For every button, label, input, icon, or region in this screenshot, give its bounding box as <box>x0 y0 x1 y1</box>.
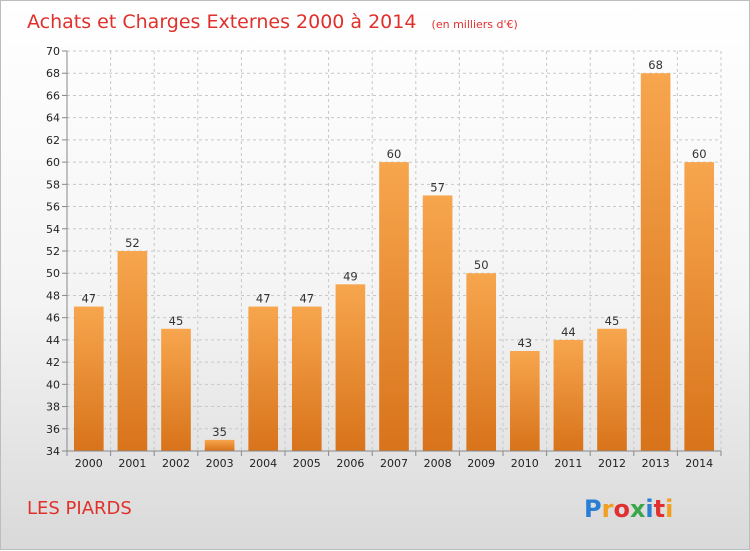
bar-2010 <box>509 351 540 451</box>
bar-2004 <box>248 306 279 451</box>
y-tick-label: 60 <box>46 156 60 169</box>
bar-2006 <box>335 284 366 451</box>
data-label: 47 <box>81 292 96 306</box>
chart-title: Achats et Charges Externes 2000 à 2014 (… <box>27 11 518 33</box>
y-tick-label: 68 <box>46 67 60 80</box>
logo-letter: P <box>584 495 602 523</box>
logo-letter: t <box>654 495 665 523</box>
data-label: 47 <box>299 292 314 306</box>
y-tick-label: 46 <box>46 312 60 325</box>
y-tick-label: 62 <box>46 134 60 147</box>
data-label: 47 <box>256 292 271 306</box>
y-tick-label: 38 <box>46 401 60 414</box>
x-tick-label: 2004 <box>249 457 277 470</box>
y-tick-label: 58 <box>46 178 60 191</box>
data-label: 35 <box>212 425 227 439</box>
data-label: 60 <box>387 147 402 161</box>
logo-letter: r <box>602 495 614 523</box>
data-label: 68 <box>648 58 663 72</box>
x-tick-label: 2013 <box>642 457 670 470</box>
y-tick-label: 48 <box>46 289 60 302</box>
bar-2001 <box>117 251 148 451</box>
logo-letter: o <box>613 495 630 523</box>
logo-letter: i <box>665 495 673 523</box>
logo-letter: i <box>645 495 653 523</box>
bar-2000 <box>73 306 104 451</box>
data-label: 57 <box>430 180 445 194</box>
bar-2009 <box>466 273 497 451</box>
chart-unit-note: (en milliers d'€) <box>432 18 518 31</box>
x-tick-label: 2008 <box>424 457 452 470</box>
bar-2013 <box>640 73 671 451</box>
y-tick-label: 56 <box>46 201 60 214</box>
logo-letter: x <box>630 495 646 523</box>
x-tick-label: 2003 <box>206 457 234 470</box>
chart-title-text: Achats et Charges Externes 2000 à 2014 <box>27 11 416 33</box>
x-tick-label: 2005 <box>293 457 321 470</box>
x-tick-label: 2012 <box>598 457 626 470</box>
bar-2014 <box>684 162 715 451</box>
y-tick-label: 66 <box>46 89 60 102</box>
bar-2007 <box>379 162 409 451</box>
bar-2005 <box>291 306 322 451</box>
y-tick-label: 42 <box>46 356 60 369</box>
bar-2002 <box>161 328 191 451</box>
data-label: 44 <box>561 325 576 339</box>
y-tick-label: 52 <box>46 245 60 258</box>
bar-2012 <box>597 328 627 451</box>
bar-2003 <box>204 439 235 451</box>
bar-2008 <box>422 195 453 451</box>
bar-2011 <box>553 339 584 451</box>
y-tick-label: 54 <box>46 223 60 236</box>
x-tick-label: 2001 <box>118 457 146 470</box>
y-tick-label: 50 <box>46 267 60 280</box>
x-tick-label: 2007 <box>380 457 408 470</box>
data-label: 45 <box>605 314 620 328</box>
x-tick-label: 2010 <box>511 457 539 470</box>
data-label: 45 <box>169 314 184 328</box>
y-tick-label: 64 <box>46 112 60 125</box>
data-label: 43 <box>517 336 532 350</box>
y-tick-label: 44 <box>46 334 60 347</box>
x-tick-label: 2000 <box>75 457 103 470</box>
y-tick-label: 40 <box>46 378 60 391</box>
bar-layer: 47 52 45 35 47 47 49 60 57 50 43 44 45 68 60 <box>73 58 715 451</box>
data-label: 60 <box>692 147 707 161</box>
proxiti-logo: Proxiti <box>584 495 673 523</box>
data-label: 52 <box>125 236 140 250</box>
data-label: 49 <box>343 269 358 283</box>
y-tick-label: 36 <box>46 423 60 436</box>
x-tick-label: 2002 <box>162 457 190 470</box>
location-label: LES PIARDS <box>27 498 132 519</box>
x-tick-label: 2006 <box>336 457 364 470</box>
axis-layer: 34 36 38 40 42 44 46 48 50 52 54 56 58 60 62 64 66 68 70 20… <box>46 45 722 470</box>
y-tick-label: 34 <box>46 445 60 458</box>
x-tick-label: 2014 <box>685 457 713 470</box>
data-label: 50 <box>474 258 489 272</box>
x-tick-label: 2009 <box>467 457 495 470</box>
y-tick-label: 70 <box>46 45 60 58</box>
x-tick-label: 2011 <box>554 457 582 470</box>
